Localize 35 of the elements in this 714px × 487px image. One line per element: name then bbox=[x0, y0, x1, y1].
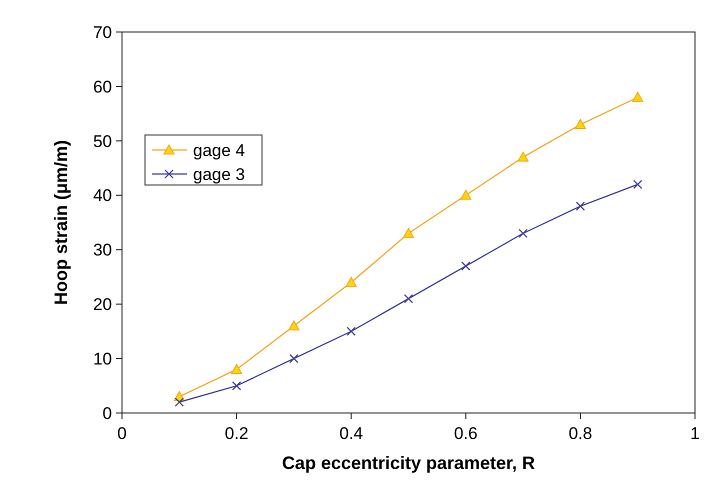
y-axis-title: Hoop strain (μm/m) bbox=[51, 140, 71, 306]
point bbox=[231, 364, 242, 374]
point bbox=[289, 354, 298, 364]
point bbox=[518, 152, 529, 162]
point bbox=[518, 228, 528, 238]
point bbox=[574, 119, 586, 130]
point bbox=[633, 180, 642, 189]
y-tick-label: 30 bbox=[93, 240, 112, 260]
x-tick-label: 0 bbox=[117, 424, 127, 443]
x-tick-label: 0.4 bbox=[339, 424, 364, 443]
point bbox=[632, 92, 644, 102]
point bbox=[232, 381, 242, 390]
legend-label: gage 3 bbox=[193, 164, 245, 184]
y-tick-label: 20 bbox=[93, 295, 112, 314]
y-tick-label: 10 bbox=[93, 350, 112, 369]
point bbox=[346, 326, 356, 336]
point bbox=[403, 228, 414, 238]
legend-label: gage 4 bbox=[193, 140, 245, 160]
x-tick-label: 0.2 bbox=[224, 424, 248, 443]
y-tick-label: 40 bbox=[93, 186, 112, 206]
point bbox=[288, 320, 300, 330]
y-tick-label: 60 bbox=[93, 77, 112, 96]
x-tick-label: 0.6 bbox=[454, 424, 478, 443]
point bbox=[460, 190, 472, 200]
point bbox=[346, 276, 357, 287]
point bbox=[404, 294, 414, 304]
point bbox=[576, 202, 585, 211]
x-axis-title: Cap eccentricity parameter, R bbox=[282, 453, 536, 473]
x-tick-label: 0.8 bbox=[568, 424, 592, 443]
y-tick-label: 0 bbox=[102, 404, 112, 423]
x-tick-label: 1 bbox=[690, 424, 700, 443]
y-tick-label: 50 bbox=[93, 132, 112, 151]
y-tick-label: 70 bbox=[93, 22, 112, 42]
point bbox=[174, 398, 184, 407]
point bbox=[461, 261, 470, 271]
